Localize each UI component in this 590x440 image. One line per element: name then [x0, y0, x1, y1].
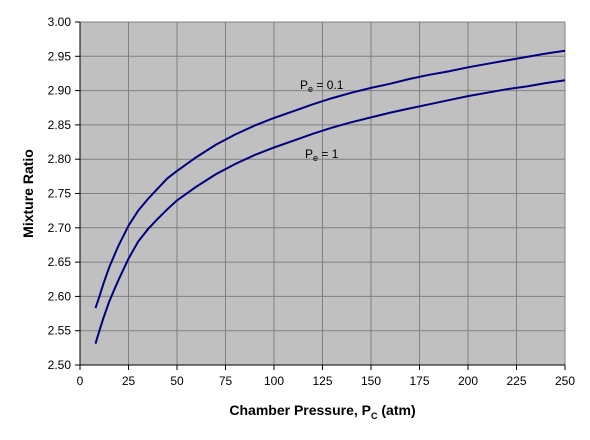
x-tick-label: 100 [264, 374, 284, 388]
y-tick-label: 2.70 [48, 221, 72, 235]
y-tick-label: 2.55 [48, 324, 72, 338]
x-tick-label: 25 [122, 374, 136, 388]
y-tick-label: 2.90 [48, 84, 72, 98]
annotations: Pe = 0.1 Pe = 1 [300, 78, 344, 163]
y-tick-label: 2.60 [48, 289, 72, 303]
series-lines [94, 49, 566, 344]
x-tick-label: 50 [170, 374, 184, 388]
x-axis-title-suffix: (atm) [378, 402, 416, 418]
x-tick-label: 125 [312, 374, 332, 388]
x-tick-label: 0 [77, 374, 84, 388]
grid-lines [80, 22, 565, 365]
series-line-1 [94, 79, 566, 344]
x-tick-label: 225 [506, 374, 526, 388]
y-tick-label: 3.00 [48, 15, 72, 29]
x-axis-title-main: Chamber Pressure, P [229, 402, 371, 418]
curve-label-0: Pe = 0.1 [300, 78, 344, 94]
x-tick-label: 150 [361, 374, 381, 388]
x-tick-label: 75 [219, 374, 233, 388]
y-tick-label: 2.80 [48, 152, 72, 166]
x-axis-title-subscript: C [371, 411, 378, 421]
x-tick-label: 200 [458, 374, 478, 388]
y-tick-label: 2.85 [48, 118, 72, 132]
axes: 0 25 50 75 100 125 150 175 200 225 250 2.50 2.55 2.60… [48, 15, 576, 388]
x-axis-title: Chamber Pressure, PC (atm) [229, 402, 415, 421]
y-tick-label: 2.50 [48, 358, 72, 372]
x-tick-label: 250 [555, 374, 575, 388]
y-axis-title: Mixture Ratio [20, 149, 36, 238]
x-tick-label: 175 [409, 374, 429, 388]
y-tick-label: 2.95 [48, 49, 72, 63]
y-tick-label: 2.65 [48, 255, 72, 269]
series-line-0 [94, 49, 566, 309]
curve-label-1: Pe = 1 [305, 147, 339, 163]
y-tick-label: 2.75 [48, 187, 72, 201]
